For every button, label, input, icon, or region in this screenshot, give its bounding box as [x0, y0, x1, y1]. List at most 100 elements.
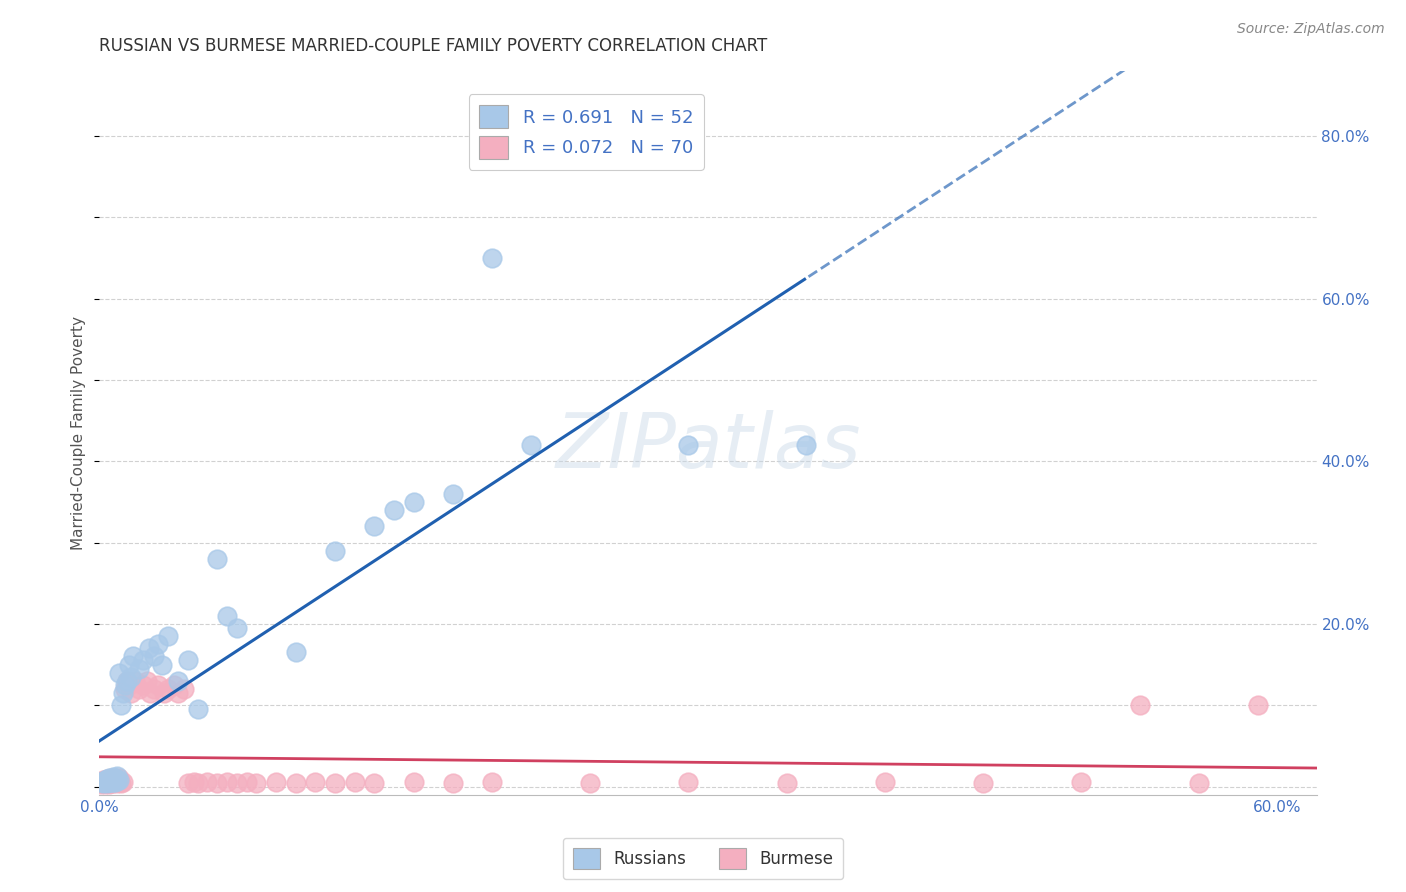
Point	[135, 673, 157, 688]
Point	[245, 776, 267, 790]
Point	[101, 776, 124, 790]
Point	[148, 637, 170, 651]
Point	[94, 777, 117, 791]
Point	[167, 686, 190, 700]
Point	[363, 776, 385, 790]
Point	[104, 772, 127, 787]
Point	[111, 774, 134, 789]
Text: Source: ZipAtlas.com: Source: ZipAtlas.com	[1237, 22, 1385, 37]
Point	[173, 681, 195, 696]
Point	[304, 775, 326, 789]
Point	[98, 773, 121, 788]
Point	[98, 773, 121, 788]
Point	[148, 678, 170, 692]
Point	[108, 773, 131, 788]
Point	[93, 776, 115, 790]
Point	[100, 774, 122, 789]
Point	[94, 773, 117, 788]
Point	[323, 776, 346, 790]
Point	[121, 649, 143, 664]
Point	[98, 772, 121, 786]
Point	[104, 775, 127, 789]
Point	[128, 681, 150, 696]
Point	[775, 776, 797, 790]
Point	[114, 681, 136, 696]
Point	[94, 775, 117, 789]
Point	[124, 673, 146, 688]
Text: RUSSIAN VS BURMESE MARRIED-COUPLE FAMILY POVERTY CORRELATION CHART: RUSSIAN VS BURMESE MARRIED-COUPLE FAMILY…	[100, 37, 768, 55]
Point	[98, 775, 121, 789]
Point	[187, 702, 209, 716]
Point	[235, 774, 257, 789]
Point	[118, 657, 141, 672]
Point	[105, 769, 128, 783]
Point	[96, 776, 118, 790]
Point	[157, 681, 180, 696]
Point	[264, 775, 287, 789]
Point	[972, 776, 994, 790]
Point	[678, 775, 700, 789]
Point	[441, 487, 464, 501]
Point	[108, 665, 131, 680]
Point	[382, 503, 405, 517]
Point	[205, 776, 228, 790]
Point	[93, 776, 115, 790]
Point	[157, 629, 180, 643]
Point	[108, 772, 131, 786]
Point	[100, 774, 122, 789]
Point	[100, 772, 122, 786]
Point	[96, 772, 118, 787]
Point	[101, 770, 124, 784]
Point	[98, 775, 121, 789]
Point	[794, 438, 817, 452]
Point	[363, 519, 385, 533]
Point	[143, 681, 166, 696]
Point	[225, 621, 247, 635]
Point	[96, 776, 118, 790]
Point	[167, 673, 190, 688]
Point	[120, 686, 142, 700]
Point	[1129, 698, 1152, 713]
Point	[163, 678, 186, 692]
Point	[1246, 698, 1268, 713]
Point	[93, 774, 115, 789]
Point	[96, 774, 118, 789]
Point	[183, 775, 205, 789]
Point	[100, 776, 122, 790]
Point	[101, 775, 124, 789]
Point	[131, 678, 153, 692]
Point	[94, 773, 117, 788]
Point	[96, 774, 118, 789]
Point	[114, 678, 136, 692]
Point	[215, 775, 238, 789]
Point	[93, 773, 115, 788]
Point	[441, 776, 464, 790]
Point	[128, 662, 150, 676]
Point	[1188, 776, 1211, 790]
Point	[120, 670, 142, 684]
Point	[323, 543, 346, 558]
Point	[284, 645, 307, 659]
Point	[100, 773, 122, 788]
Point	[481, 775, 503, 789]
Point	[150, 657, 173, 672]
Point	[177, 776, 200, 790]
Point	[138, 641, 160, 656]
Point	[101, 773, 124, 788]
Point	[96, 772, 118, 787]
Point	[115, 673, 138, 688]
Point	[205, 551, 228, 566]
Point	[105, 773, 128, 788]
Point	[678, 438, 700, 452]
Point	[118, 678, 141, 692]
Point	[215, 608, 238, 623]
Point	[520, 438, 543, 452]
Y-axis label: Married-Couple Family Poverty: Married-Couple Family Poverty	[72, 316, 86, 549]
Point	[197, 774, 219, 789]
Point	[143, 649, 166, 664]
Point	[284, 776, 307, 790]
Point	[139, 686, 162, 700]
Text: ZIPatlas: ZIPatlas	[555, 410, 860, 484]
Point	[110, 776, 132, 790]
Point	[579, 776, 602, 790]
